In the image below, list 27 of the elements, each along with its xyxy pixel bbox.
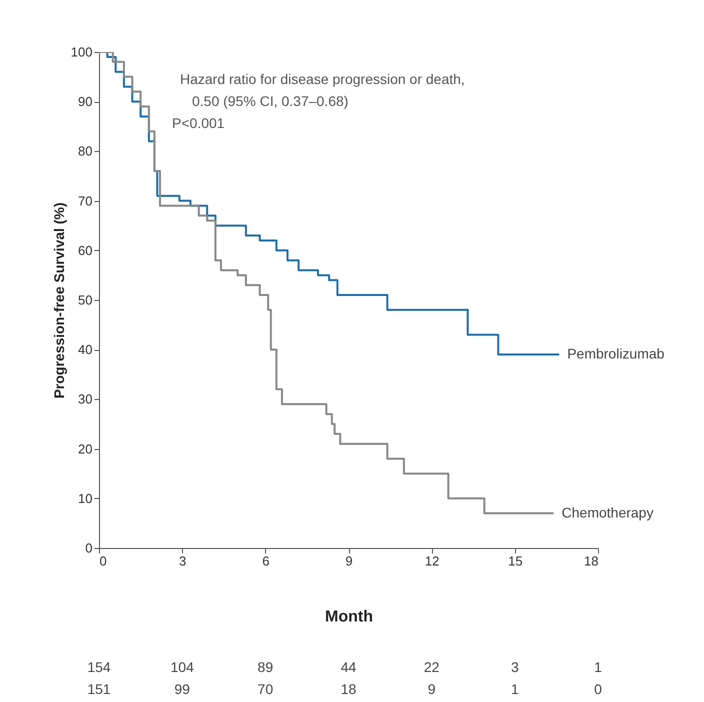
- y-tick-label: 50: [78, 292, 92, 308]
- x-tick-label: 15: [508, 554, 523, 568]
- annotation: P<0.001: [172, 115, 225, 131]
- y-tick-label: 40: [78, 342, 92, 358]
- series-label: Chemotherapy: [562, 504, 654, 520]
- x-tick-label: 9: [345, 554, 353, 568]
- x-tick-label: 6: [262, 554, 270, 568]
- y-tick-label: 90: [78, 94, 92, 110]
- text: 151 99 70 18 9 1 0: [87, 681, 602, 697]
- x-tick-label: 0: [100, 554, 107, 568]
- text: 154 104 89 44 22 3 1: [87, 659, 602, 675]
- annotation: Hazard ratio for disease progression or death,: [180, 71, 465, 87]
- y-tick-label: 80: [78, 144, 92, 159]
- y-tick-label: 20: [78, 441, 92, 456]
- x-tick-label: 12: [424, 554, 440, 568]
- annotation: 0.50 (95% CI, 0.37–0.68): [192, 93, 348, 109]
- x-tick-label: 18: [584, 554, 598, 568]
- y-tick-label: 70: [78, 193, 92, 208]
- y-tick-label: 30: [78, 392, 92, 407]
- y-tick-label: 10: [78, 490, 92, 506]
- y-tick-label: 0: [85, 540, 92, 556]
- series-label: Pembrolizumab: [567, 346, 665, 362]
- y-tick-label: 100: [70, 44, 92, 60]
- y-tick-label: 60: [78, 242, 92, 258]
- y-axis-title: Progression-free Survival (%): [50, 202, 67, 399]
- x-tick-label: 3: [179, 554, 186, 568]
- x-axis-title: Month: [325, 608, 373, 626]
